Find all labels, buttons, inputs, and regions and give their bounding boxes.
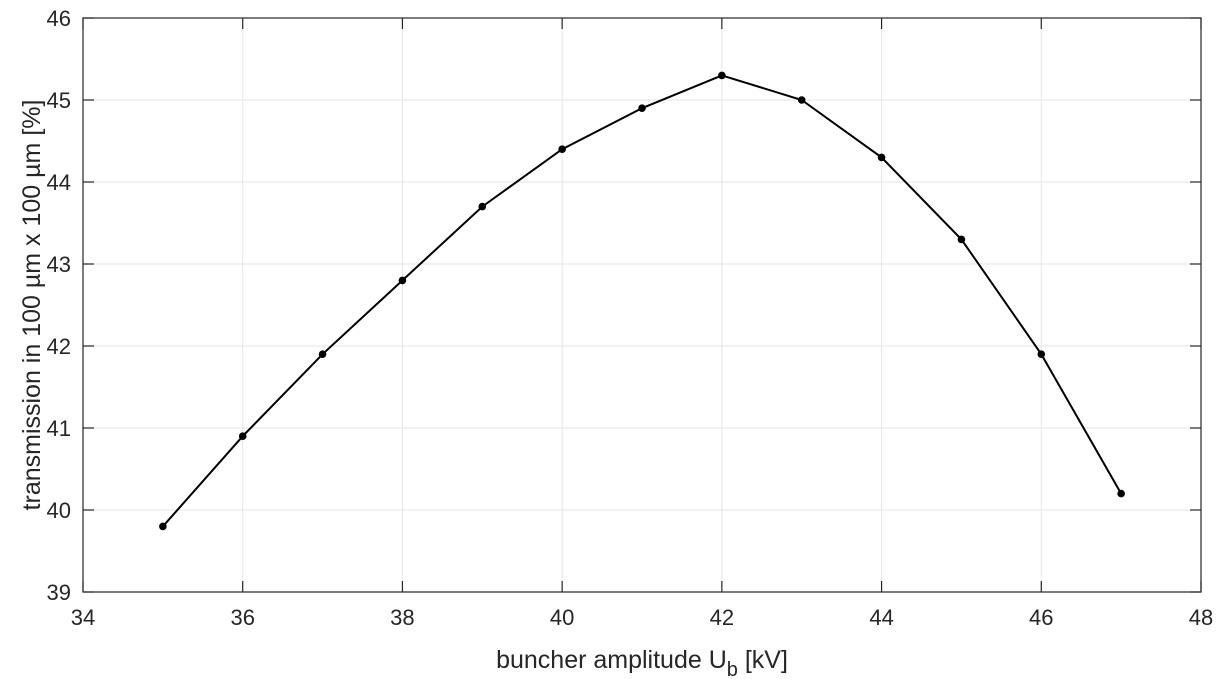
data-point [558, 145, 566, 153]
data-point [877, 153, 886, 162]
y-tick-label: 41 [47, 416, 71, 441]
data-point [398, 276, 407, 285]
data-point [718, 71, 726, 80]
data-point [957, 235, 966, 244]
y-axis-ticks: 39 40 41 42 43 44 45 46 [47, 6, 1201, 605]
y-tick-label: 40 [47, 498, 71, 523]
data-point [1117, 489, 1125, 498]
x-tick-label: 44 [869, 605, 893, 630]
x-tick-label: 40 [550, 605, 574, 630]
series-line [162, 74, 1123, 528]
grid-lines [83, 18, 1201, 592]
data-point [478, 202, 487, 211]
y-tick-label: 46 [47, 6, 71, 31]
y-tick-label: 45 [47, 88, 71, 113]
x-tick-label: 36 [230, 605, 254, 630]
x-axis-label: buncher amplitude Ub [kV] [496, 646, 788, 679]
x-axis-label-unit: [kV] [738, 646, 788, 674]
y-tick-label: 42 [47, 334, 71, 359]
x-axis-label-subscript: b [727, 659, 738, 679]
x-tick-label: 48 [1189, 605, 1213, 630]
y-tick-label: 44 [47, 170, 71, 195]
x-axis-ticks: 34 36 38 40 42 44 46 48 [71, 18, 1213, 630]
data-point [1037, 350, 1046, 359]
data-point [797, 96, 806, 104]
data-series [159, 71, 1125, 531]
x-tick-label: 42 [710, 605, 734, 630]
data-point [238, 432, 247, 441]
data-point [318, 350, 327, 359]
x-tick-label: 34 [71, 605, 95, 630]
y-tick-label: 39 [47, 580, 71, 605]
data-point [638, 104, 646, 112]
data-point [159, 522, 167, 531]
plot-frame [82, 17, 1202, 593]
y-tick-label: 43 [47, 252, 71, 277]
x-tick-label: 46 [1029, 605, 1053, 630]
x-tick-label: 38 [390, 605, 414, 630]
y-axis-label: transmission in 100 µm x 100 µm [%] [18, 100, 46, 511]
